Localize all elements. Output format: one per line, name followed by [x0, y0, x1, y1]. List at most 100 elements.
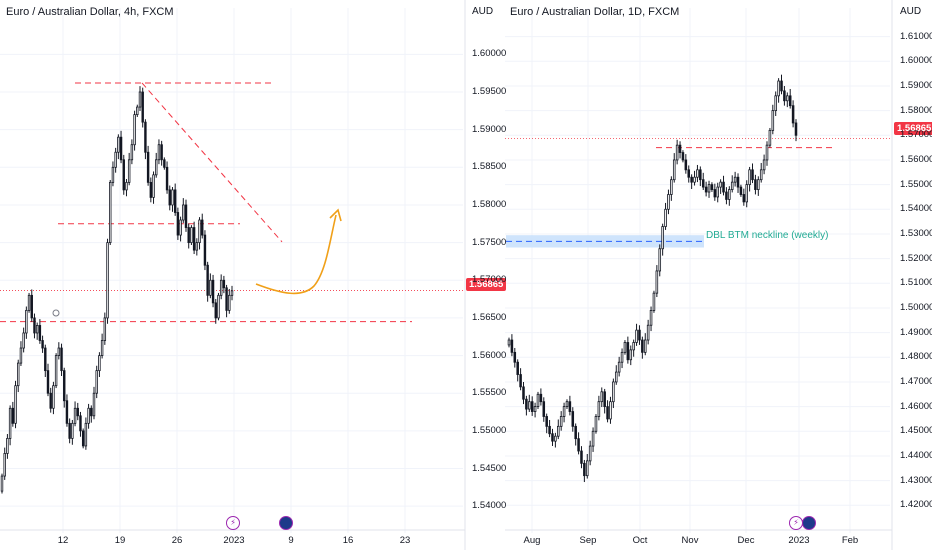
candle-body	[606, 406, 609, 420]
candle-body	[545, 416, 548, 427]
price-tick-label: 1.59000	[472, 123, 507, 135]
candle-body	[95, 370, 98, 394]
candle-body	[111, 166, 115, 183]
candle-body	[559, 416, 563, 427]
candle-body	[774, 95, 777, 112]
candle-body	[173, 189, 177, 213]
price-tick-label: 1.58500	[472, 161, 507, 173]
candle-body	[84, 422, 88, 447]
candle-body	[684, 159, 688, 171]
candle-body	[748, 169, 751, 186]
price-tick-label: 1.47000	[900, 375, 932, 387]
candle-body	[765, 144, 769, 161]
candle-body	[617, 361, 621, 373]
candle-body	[745, 184, 748, 203]
candle-body	[693, 176, 696, 183]
candle-body	[46, 370, 50, 394]
candle-body	[687, 169, 691, 178]
candle-body	[81, 430, 85, 447]
date-tick-label: 2023	[223, 535, 245, 546]
candle-body	[646, 324, 650, 341]
candle-body	[571, 411, 575, 427]
candle-body	[586, 460, 589, 477]
candle-body	[49, 392, 52, 409]
candle-body	[530, 401, 534, 412]
date-tick-label: 19	[114, 535, 126, 546]
candle-body	[701, 179, 705, 188]
candle-body	[73, 407, 77, 424]
price-tick-label: 1.55000	[900, 178, 932, 190]
candle-body	[119, 136, 123, 161]
candle-body	[228, 294, 231, 311]
candle-body	[182, 204, 185, 221]
economic-event-icon-1d[interactable]	[802, 516, 816, 530]
candle-body	[133, 114, 136, 146]
candle-body	[603, 391, 606, 408]
candle-body	[594, 416, 598, 432]
candle-body	[574, 425, 577, 440]
price-tick-label: 1.60000	[472, 48, 507, 60]
candle-body	[33, 317, 36, 334]
candle-body	[106, 242, 109, 319]
candle-body	[516, 361, 519, 375]
candle-body	[138, 91, 142, 108]
date-tick-label: Sep	[579, 535, 597, 546]
candle-body	[192, 227, 196, 251]
candle-body	[667, 194, 670, 210]
projection-curve	[255, 214, 337, 295]
candle-body	[562, 406, 566, 417]
price-tick-label: 1.61000	[900, 30, 932, 42]
candle-body	[707, 184, 711, 193]
candle-body	[794, 122, 798, 136]
last-price-badge-4h: 1.56865	[466, 278, 507, 291]
candle-body	[620, 351, 624, 363]
candle-body	[716, 186, 719, 198]
chart-title-1d: Euro / Australian Dollar, 1D, FXCM	[510, 6, 680, 18]
price-tick-label: 1.56000	[900, 153, 932, 165]
candle-body	[149, 181, 153, 198]
candle-body	[14, 385, 17, 424]
date-tick-label: Feb	[841, 535, 859, 546]
candle-body	[635, 329, 638, 343]
price-tick-label: 1.53000	[900, 227, 932, 239]
candle-body	[591, 430, 595, 447]
candle-body	[583, 462, 586, 477]
chart-title-4h: Euro / Australian Dollar, 4h, FXCM	[6, 6, 174, 18]
candle-body	[117, 136, 120, 153]
price-unit-1d: AUD	[900, 6, 922, 17]
candle-body	[528, 401, 531, 410]
candle-body	[109, 181, 112, 244]
dividend-event-icon-1d[interactable]: ⚡	[789, 516, 803, 530]
candle-body	[136, 106, 139, 115]
candle-body	[777, 80, 780, 97]
candle-body	[195, 242, 199, 251]
economic-event-icon[interactable]	[279, 516, 293, 530]
price-tick-label: 1.48000	[900, 351, 932, 363]
dividend-event-icon[interactable]: ⚡	[226, 516, 240, 530]
price-tick-label: 1.57000	[900, 129, 932, 141]
candle-body	[771, 110, 775, 131]
price-tick-label: 1.59000	[900, 79, 932, 91]
candle-body	[52, 385, 55, 409]
candle-body	[525, 398, 528, 410]
date-tick-label: Nov	[681, 535, 699, 546]
candle-body	[60, 347, 63, 372]
price-tick-label: 1.52000	[900, 252, 932, 264]
candle-body	[699, 169, 702, 181]
price-tick-label: 1.54000	[472, 500, 507, 512]
candle-body	[54, 355, 58, 387]
candle-body	[98, 355, 101, 372]
candle-body	[739, 186, 743, 195]
candle-body	[230, 290, 234, 296]
candle-body	[690, 176, 693, 183]
candle-body	[678, 144, 682, 153]
candle-body	[519, 374, 522, 388]
neckline-annotation: DBL BTM neckline (weekly)	[706, 230, 829, 241]
candle-body	[168, 189, 171, 206]
candle-body	[3, 453, 6, 477]
price-tick-label: 1.55500	[472, 387, 507, 399]
candle-body	[742, 194, 746, 203]
price-tick-label: 1.59500	[472, 86, 507, 97]
price-tick-label: 1.60000	[900, 55, 932, 67]
date-tick-label: 2023	[788, 535, 810, 546]
